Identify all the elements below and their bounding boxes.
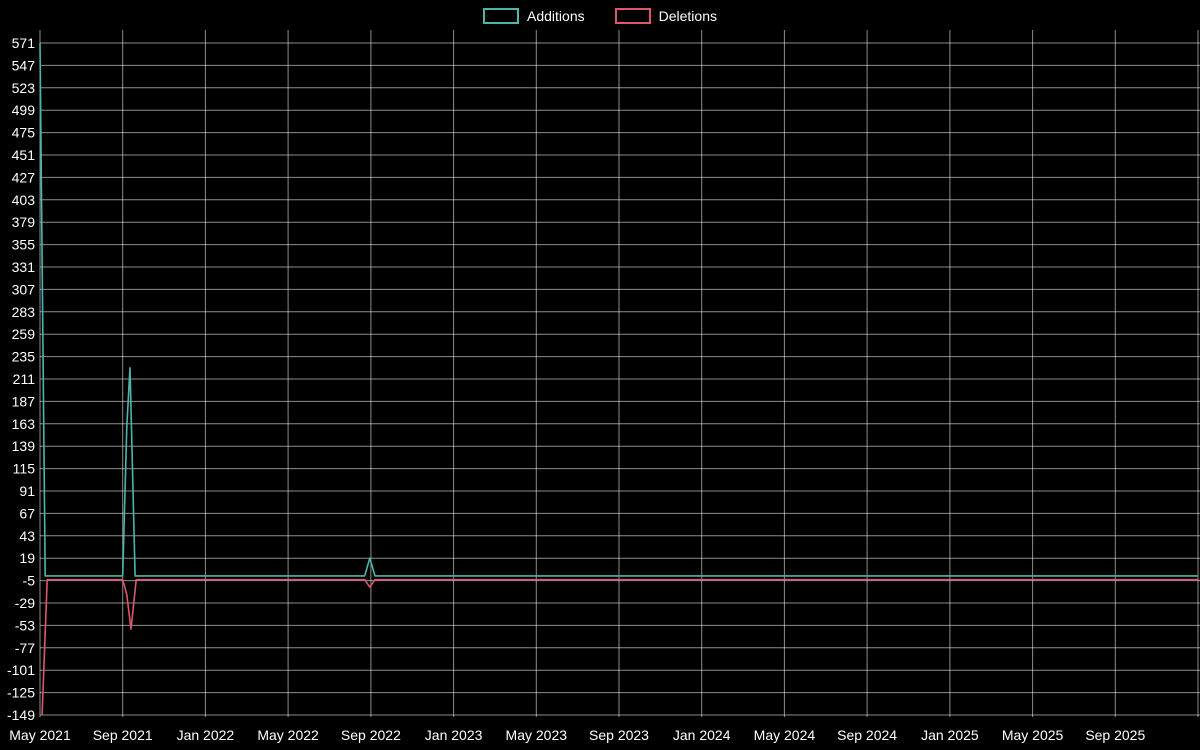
y-tick-label: 91 — [19, 483, 35, 499]
x-tick-label: Jan 2024 — [673, 727, 731, 743]
x-tick-label: May 2024 — [754, 727, 816, 743]
y-tick-label: 211 — [13, 371, 36, 387]
y-tick-label: 67 — [19, 505, 35, 521]
y-tick-label: 547 — [12, 57, 36, 73]
y-tick-label: 451 — [12, 147, 36, 163]
x-tick-label: Sep 2022 — [341, 727, 401, 743]
y-tick-label: -101 — [7, 662, 35, 678]
y-tick-label: -149 — [7, 707, 35, 723]
y-tick-label: 475 — [12, 125, 36, 141]
x-tick-label: Jan 2025 — [921, 727, 979, 743]
x-tick-label: May 2023 — [506, 727, 568, 743]
y-tick-label: 187 — [12, 393, 36, 409]
y-tick-label: 331 — [12, 259, 36, 275]
deletions-swatch-icon — [614, 8, 651, 24]
y-tick-label: 571 — [12, 35, 36, 51]
y-tick-label: 379 — [12, 214, 36, 230]
y-tick-label: 355 — [12, 237, 36, 253]
y-tick-label: 115 — [13, 461, 36, 477]
legend-label-additions: Additions — [527, 8, 585, 24]
x-tick-label: May 2021 — [9, 727, 71, 743]
legend-item-additions[interactable]: Additions — [483, 8, 585, 24]
y-tick-label: 259 — [12, 326, 36, 342]
y-tick-label: -77 — [15, 640, 35, 656]
x-tick-label: Sep 2023 — [589, 727, 649, 743]
y-tick-label: 307 — [12, 281, 36, 297]
y-tick-label: 283 — [12, 304, 36, 320]
series-line-additions — [39, 42, 1198, 577]
y-tick-label: 19 — [19, 550, 35, 566]
x-tick-label: May 2022 — [257, 727, 319, 743]
y-tick-label: 499 — [12, 102, 36, 118]
legend-item-deletions[interactable]: Deletions — [614, 8, 717, 24]
legend-label-deletions: Deletions — [658, 8, 717, 24]
y-tick-label: 427 — [12, 169, 36, 185]
y-tick-label: 235 — [12, 349, 36, 365]
additions-swatch-icon — [483, 8, 520, 24]
y-tick-label: -53 — [15, 617, 35, 633]
x-tick-label: Jan 2023 — [425, 727, 483, 743]
y-tick-label: -5 — [23, 573, 36, 589]
x-tick-label: Jan 2022 — [177, 727, 235, 743]
x-tick-label: Sep 2025 — [1085, 727, 1145, 743]
x-tick-label: Sep 2021 — [93, 727, 153, 743]
series-line-deletions — [41, 578, 1198, 716]
x-tick-label: Sep 2024 — [837, 727, 897, 743]
y-tick-label: 43 — [19, 528, 35, 544]
y-tick-label: -125 — [7, 685, 35, 701]
y-tick-label: 163 — [12, 416, 36, 432]
y-tick-label: 403 — [12, 192, 36, 208]
y-tick-label: 139 — [12, 438, 36, 454]
y-tick-label: -29 — [15, 595, 35, 611]
y-tick-label: 523 — [12, 80, 36, 96]
x-tick-label: May 2025 — [1002, 727, 1064, 743]
chart-legend: Additions Deletions — [0, 8, 1200, 24]
